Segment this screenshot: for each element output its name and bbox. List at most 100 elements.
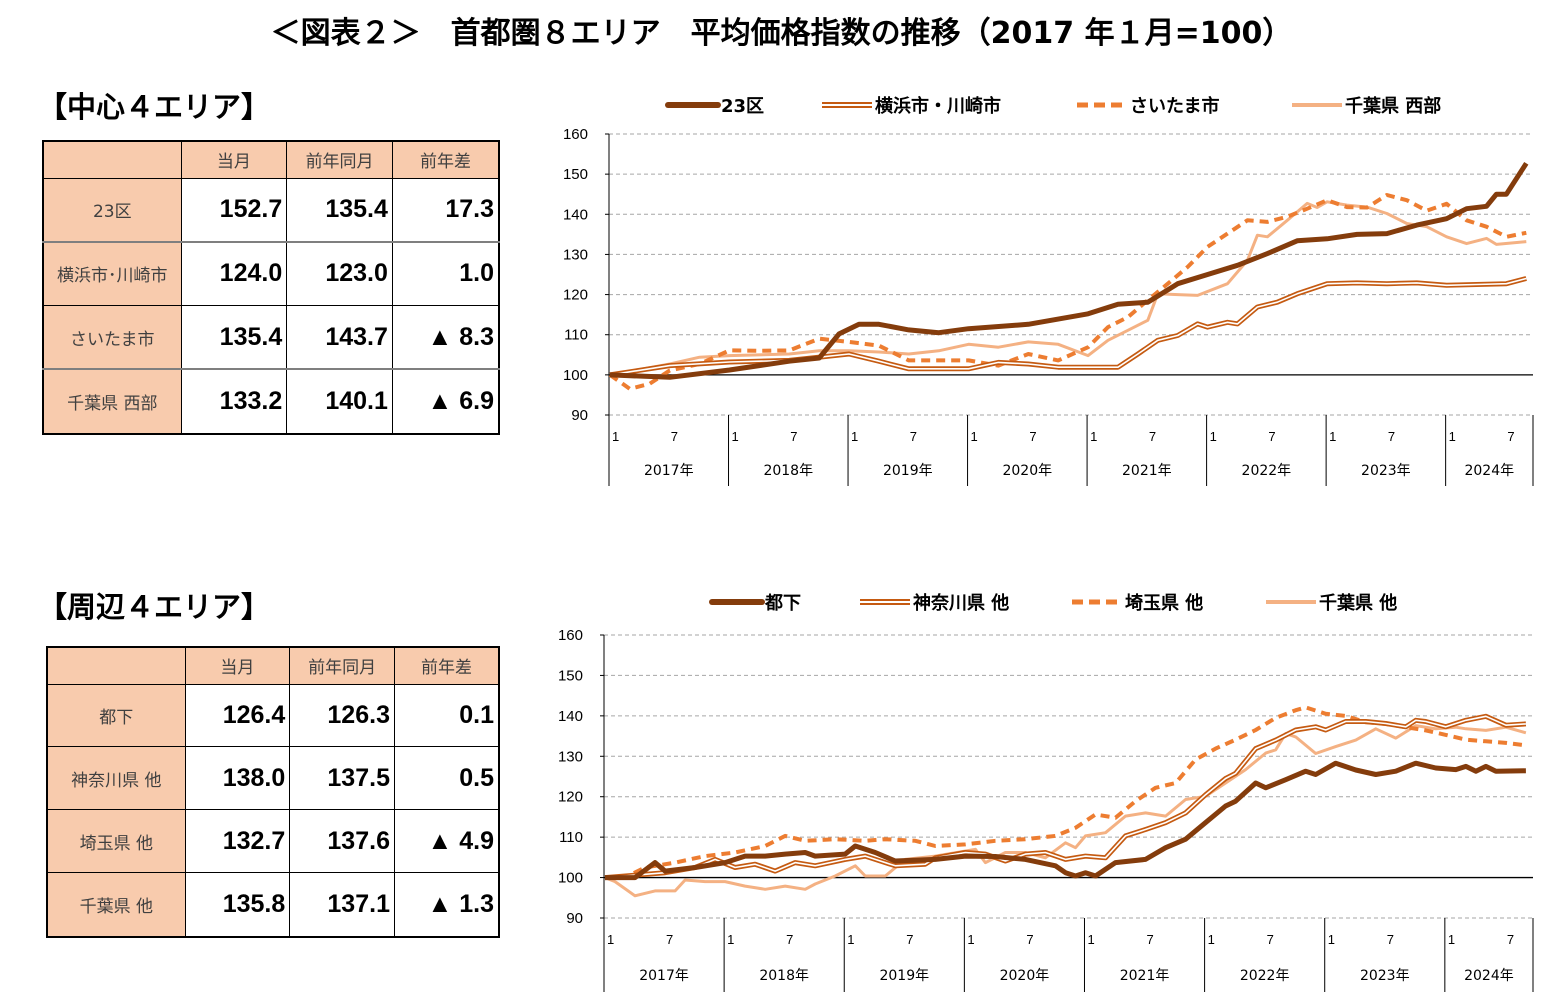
legend-label: 千葉県 西部	[1345, 95, 1441, 117]
month-tick-label: 7	[1387, 932, 1394, 947]
prev-year-value: 126.3	[289, 683, 395, 748]
figure-title: ＜図表２＞ 首都圏８エリア 平均価格指数の推移（2017 年１月=100）	[270, 16, 1293, 51]
month-tick-label: 1	[1448, 932, 1455, 947]
current-value: 135.8	[184, 872, 291, 938]
year-label: 2022年	[1240, 968, 1290, 984]
month-tick-label: 7	[786, 932, 793, 947]
legend-item: 千葉県 他	[1266, 592, 1397, 614]
series-thick	[609, 161, 1529, 380]
series-line	[609, 200, 1527, 377]
series-line	[605, 760, 1526, 881]
header-prev-year: 前年同月	[289, 646, 395, 685]
y-tick-label: 100	[558, 870, 583, 887]
series-thick	[604, 760, 1526, 881]
month-tick-label: 1	[1208, 932, 1215, 947]
series-line	[609, 276, 1527, 378]
month-tick-label: 1	[1090, 429, 1097, 444]
month-tick-label: 7	[1268, 429, 1275, 444]
year-label: 2023年	[1361, 463, 1411, 479]
month-tick-label: 7	[1507, 429, 1514, 444]
prev-year-value: 137.5	[289, 746, 395, 811]
year-label: 2022年	[1242, 463, 1292, 479]
year-label: 2023年	[1360, 968, 1410, 984]
row-label: 埼玉県 他	[46, 809, 186, 874]
prev-year-value: 140.1	[286, 368, 393, 435]
month-tick-label: 7	[906, 932, 913, 947]
legend-item: 埼玉県 他	[1072, 592, 1203, 614]
month-tick-label: 1	[971, 429, 978, 444]
y-tick-label: 90	[571, 407, 588, 424]
series-double	[609, 276, 1527, 378]
year-label: 2020年	[1000, 968, 1050, 984]
legend-item: 都下	[709, 593, 801, 614]
month-tick-label: 1	[732, 429, 739, 444]
month-tick-label: 7	[790, 429, 797, 444]
series-line	[604, 713, 1527, 881]
year-label: 2017年	[644, 463, 694, 479]
header-prev-year: 前年同月	[286, 140, 393, 179]
diff-value: ▲ 1.3	[393, 872, 500, 938]
series-line	[604, 724, 1527, 898]
month-tick-label: 1	[847, 932, 854, 947]
diff-value: ▲ 8.3	[391, 304, 500, 370]
legend-item: さいたま市	[1077, 95, 1219, 117]
row-label: 千葉県 他	[46, 872, 186, 938]
prev-year-value: 135.4	[286, 177, 393, 243]
y-tick-label: 120	[563, 287, 588, 304]
current-value: 126.4	[184, 683, 291, 748]
year-label: 2024年	[1464, 463, 1514, 479]
section-title-peripheral: 【周辺４エリア】	[38, 590, 271, 624]
y-tick-label: 150	[563, 166, 588, 183]
month-tick-label: 7	[1388, 429, 1395, 444]
year-label: 2019年	[883, 463, 933, 479]
chart-2: 90 100 110 120 130 140 150 160 1 7 2017年 1 7 2018年 1 7 2…	[558, 592, 1534, 992]
current-value: 133.2	[180, 368, 288, 435]
row-label: 23区	[42, 177, 182, 243]
prev-year-value: 143.7	[286, 304, 393, 370]
table-row: 神奈川県 他 138.0 137.5 0.5	[46, 746, 500, 811]
current-value: 124.0	[180, 240, 288, 306]
y-tick-label: 120	[558, 789, 583, 806]
legend-label: さいたま市	[1130, 95, 1219, 117]
row-label: さいたま市	[42, 304, 182, 370]
legend-item: 23区	[665, 96, 764, 117]
month-tick-label: 7	[666, 932, 673, 947]
legend-label: 千葉県 他	[1319, 592, 1397, 614]
diff-value: 0.1	[393, 683, 500, 748]
peripheral-areas-table: 当月 前年同月 前年差 都下 126.4 126.3 0.1 神奈川県 他 138.0 1…	[46, 646, 500, 938]
y-tick-label: 140	[558, 708, 583, 725]
header-current: 当月	[184, 646, 291, 685]
y-tick-label: 110	[564, 327, 588, 344]
y-tick-label: 160	[563, 126, 588, 143]
month-tick-label: 1	[727, 932, 734, 947]
series-line	[609, 161, 1529, 380]
table-row: さいたま市 135.4 143.7 ▲ 8.3	[42, 304, 500, 370]
month-tick-label: 7	[910, 429, 917, 444]
month-tick-label: 1	[607, 932, 614, 947]
month-tick-label: 1	[1329, 429, 1336, 444]
legend-item: 千葉県 西部	[1292, 95, 1441, 117]
month-tick-label: 7	[1267, 932, 1274, 947]
y-tick-label: 150	[558, 667, 583, 684]
row-label: 都下	[46, 683, 186, 748]
diff-value: 0.5	[393, 746, 500, 811]
year-label: 2020年	[1002, 463, 1052, 479]
month-tick-label: 7	[1147, 932, 1154, 947]
series-dashed	[604, 705, 1527, 880]
y-tick-label: 100	[563, 367, 588, 384]
chart-1: 90 100 110 120 130 140 150 160 1 7 2017年 1 7 2018年 1 7 2…	[563, 95, 1534, 486]
table-row: 千葉県 西部 133.2 140.1 ▲ 6.9	[42, 368, 500, 435]
y-tick-label: 110	[559, 829, 583, 846]
diff-value: ▲ 6.9	[391, 368, 500, 435]
series-line-inner	[609, 277, 1527, 376]
month-tick-label: 1	[1449, 429, 1456, 444]
y-tick-label: 130	[558, 748, 583, 765]
series-line-inner	[604, 715, 1526, 879]
header-current: 当月	[180, 140, 288, 179]
month-tick-label: 1	[1328, 932, 1335, 947]
current-value: 132.7	[184, 809, 291, 874]
legend-label: 23区	[721, 96, 764, 117]
section-title-central: 【中心４エリア】	[38, 90, 271, 124]
year-label: 2018年	[759, 968, 809, 984]
y-tick-label: 160	[558, 627, 583, 644]
